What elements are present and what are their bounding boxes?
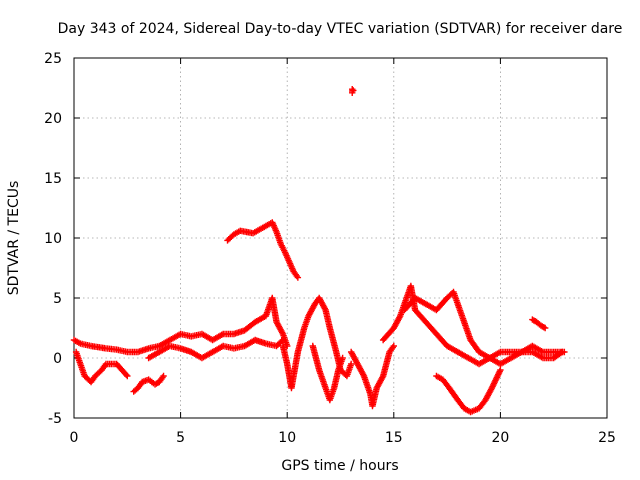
data-point xyxy=(160,372,167,380)
data-point xyxy=(541,324,549,332)
y-tick-label: -5 xyxy=(48,411,62,427)
grid xyxy=(74,58,607,418)
data-point xyxy=(347,360,355,368)
x-tick-label: 25 xyxy=(598,430,616,446)
series-outlier xyxy=(349,86,357,96)
x-tick-label: 20 xyxy=(491,430,509,446)
series-track-j xyxy=(433,366,504,416)
axis-ticks xyxy=(73,57,608,419)
y-tick-label: 0 xyxy=(53,351,62,367)
data-point xyxy=(559,348,566,356)
data-point xyxy=(124,372,131,380)
data-point xyxy=(279,336,287,344)
data-marks xyxy=(70,86,568,416)
series-track-d xyxy=(145,336,287,362)
data-point xyxy=(339,354,346,362)
data-point xyxy=(350,87,357,94)
x-tick-label: 5 xyxy=(176,430,185,446)
series-track-i xyxy=(401,288,566,368)
data-point-interp xyxy=(540,324,547,331)
x-tick-label: 10 xyxy=(278,430,296,446)
x-tick-label: 0 xyxy=(70,430,79,446)
chart-title: Day 343 of 2024, Sidereal Day-to-day VTE… xyxy=(58,21,623,37)
series-track-f xyxy=(309,342,346,404)
y-tick-label: 10 xyxy=(44,231,62,247)
data-point xyxy=(497,366,504,374)
series-track-e xyxy=(279,294,355,392)
data-point xyxy=(390,342,397,350)
tick-labels: 0 5 10 15 20 25 -5 0 5 10 15 20 25 xyxy=(44,51,616,446)
series-track-c xyxy=(130,372,167,395)
y-tick-label: 15 xyxy=(44,171,62,187)
series-track-l xyxy=(224,219,302,281)
x-axis-label: GPS time / hours xyxy=(281,458,398,474)
data-point xyxy=(294,274,302,281)
x-tick-label: 15 xyxy=(385,430,403,446)
series-track-k xyxy=(529,316,549,332)
y-tick-label: 5 xyxy=(53,291,62,307)
data-point-interp xyxy=(278,338,285,345)
series-track-a xyxy=(70,294,291,356)
data-point-interp xyxy=(557,349,565,357)
series-track-h xyxy=(379,282,568,368)
data-point-interp xyxy=(123,371,130,378)
series-track-b xyxy=(72,348,131,386)
y-axis-label: SDTVAR / TECUs xyxy=(6,181,22,296)
y-tick-label: 20 xyxy=(44,111,62,127)
y-tick-label: 25 xyxy=(44,51,62,67)
series-track-g xyxy=(347,342,397,410)
